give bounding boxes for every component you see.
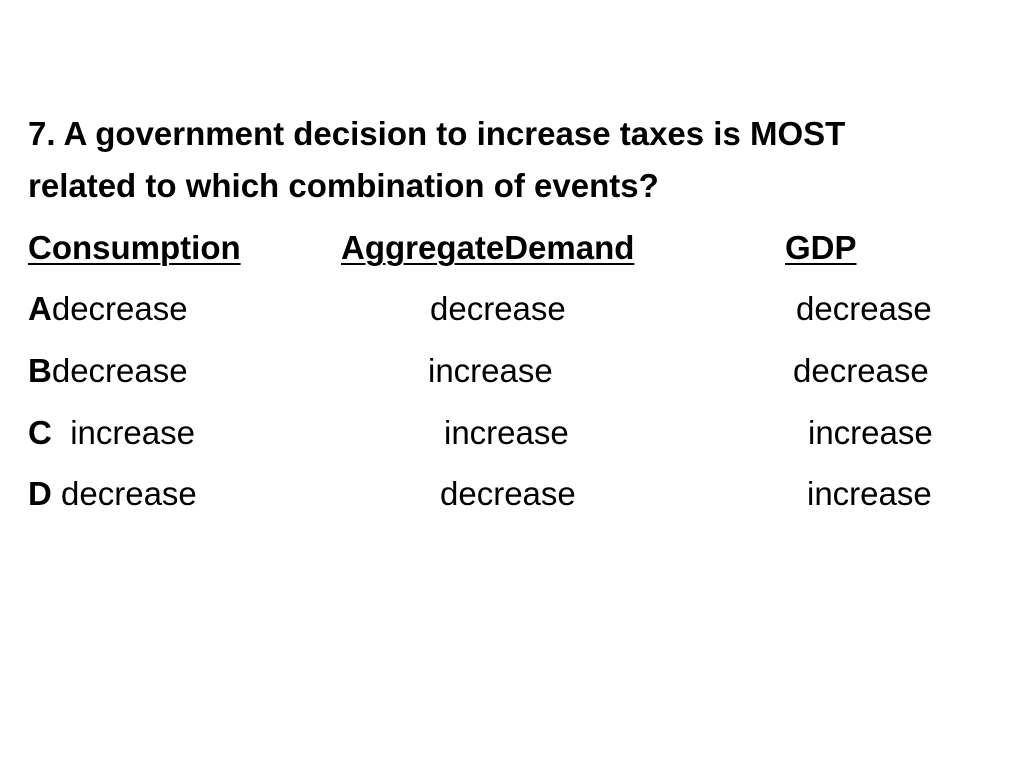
answer-d-lead: D decrease bbox=[28, 472, 197, 516]
answer-a-lead: Adecrease bbox=[28, 287, 188, 331]
answer-b-lead: Bdecrease bbox=[28, 349, 188, 393]
answer-b-consumption: decrease bbox=[51, 352, 188, 389]
answer-d-consumption: decrease bbox=[61, 475, 197, 512]
answer-d-letter: D bbox=[28, 475, 52, 512]
answer-c-gdp: increase bbox=[808, 414, 933, 451]
answer-c-letter: C bbox=[28, 414, 52, 451]
answer-b-aggregate-demand: increase bbox=[428, 352, 553, 389]
answer-option-c[interactable]: C increase increase increase bbox=[0, 411, 1024, 455]
answer-option-b[interactable]: Bdecrease increase decrease bbox=[0, 349, 1024, 393]
answer-c-aggregate-demand: increase bbox=[444, 414, 569, 451]
answer-option-a[interactable]: Adecrease decrease decrease bbox=[0, 287, 1024, 331]
column-header-gdp: GDP bbox=[785, 229, 857, 266]
answer-a-letter: A bbox=[28, 290, 52, 327]
answer-a-gdp: decrease bbox=[796, 290, 932, 327]
answer-a-consumption: decrease bbox=[51, 290, 188, 327]
question-line-2: related to which combination of events? bbox=[28, 167, 659, 204]
answer-b-gdp: decrease bbox=[793, 352, 929, 389]
answer-c-lead: C increase bbox=[28, 411, 195, 455]
answer-d-gdp: increase bbox=[807, 475, 932, 512]
answer-c-consumption: increase bbox=[70, 414, 195, 451]
column-header-consumption: Consumption bbox=[28, 229, 241, 266]
question-line-1: 7. A government decision to increase tax… bbox=[28, 115, 846, 152]
answer-d-aggregate-demand: decrease bbox=[440, 475, 576, 512]
column-header-aggregate-demand: AggregateDemand bbox=[341, 229, 635, 266]
answer-option-d[interactable]: D decrease decrease increase bbox=[0, 472, 1024, 516]
answer-a-aggregate-demand: decrease bbox=[430, 290, 566, 327]
answer-b-letter: B bbox=[28, 352, 52, 389]
question-text: 7. A government decision to increase tax… bbox=[28, 108, 988, 212]
column-header-row: Consumption AggregateDemand GDP bbox=[0, 226, 1024, 270]
